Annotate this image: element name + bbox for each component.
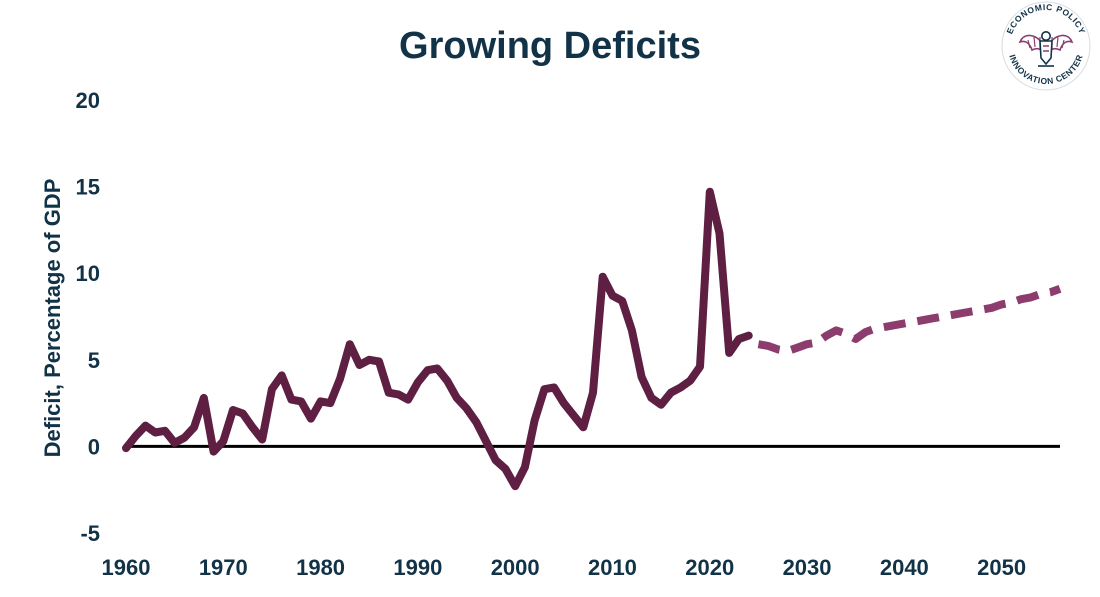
- y-tick-label: 20: [76, 88, 100, 113]
- y-tick-label: 10: [76, 261, 100, 286]
- y-tick-label: 0: [88, 434, 100, 459]
- chart-title: Growing Deficits: [399, 25, 701, 67]
- x-tick-label: 2010: [588, 555, 637, 580]
- epic-logo: ECONOMIC POLICY INNOVATION CENTER: [1001, 1, 1091, 91]
- y-tick-label: -5: [80, 521, 100, 546]
- y-tick-label: 5: [88, 348, 100, 373]
- x-tick-label: 2030: [783, 555, 832, 580]
- y-axis-ticks: -5 0 5 10 15 20: [76, 88, 100, 546]
- x-tick-label: 1980: [296, 555, 345, 580]
- x-tick-label: 1990: [393, 555, 442, 580]
- series-lines: [122, 187, 1062, 491]
- historical-deficit-line: [122, 187, 753, 491]
- x-tick-label: 2000: [491, 555, 540, 580]
- x-tick-label: 2040: [880, 555, 929, 580]
- x-tick-label: 2050: [977, 555, 1026, 580]
- x-tick-label: 2020: [685, 555, 734, 580]
- y-axis-label: Deficit, Percentage of GDP: [40, 179, 65, 458]
- x-axis-ticks: 1960 1970 1980 1990 2000 2010 2020 2030 2040 2050: [102, 555, 1027, 580]
- eagle-icon: [1018, 31, 1074, 67]
- x-tick-label: 1970: [199, 555, 248, 580]
- x-tick-label: 1960: [102, 555, 151, 580]
- y-tick-label: 15: [76, 175, 100, 200]
- projected-deficit-line: [757, 285, 1062, 356]
